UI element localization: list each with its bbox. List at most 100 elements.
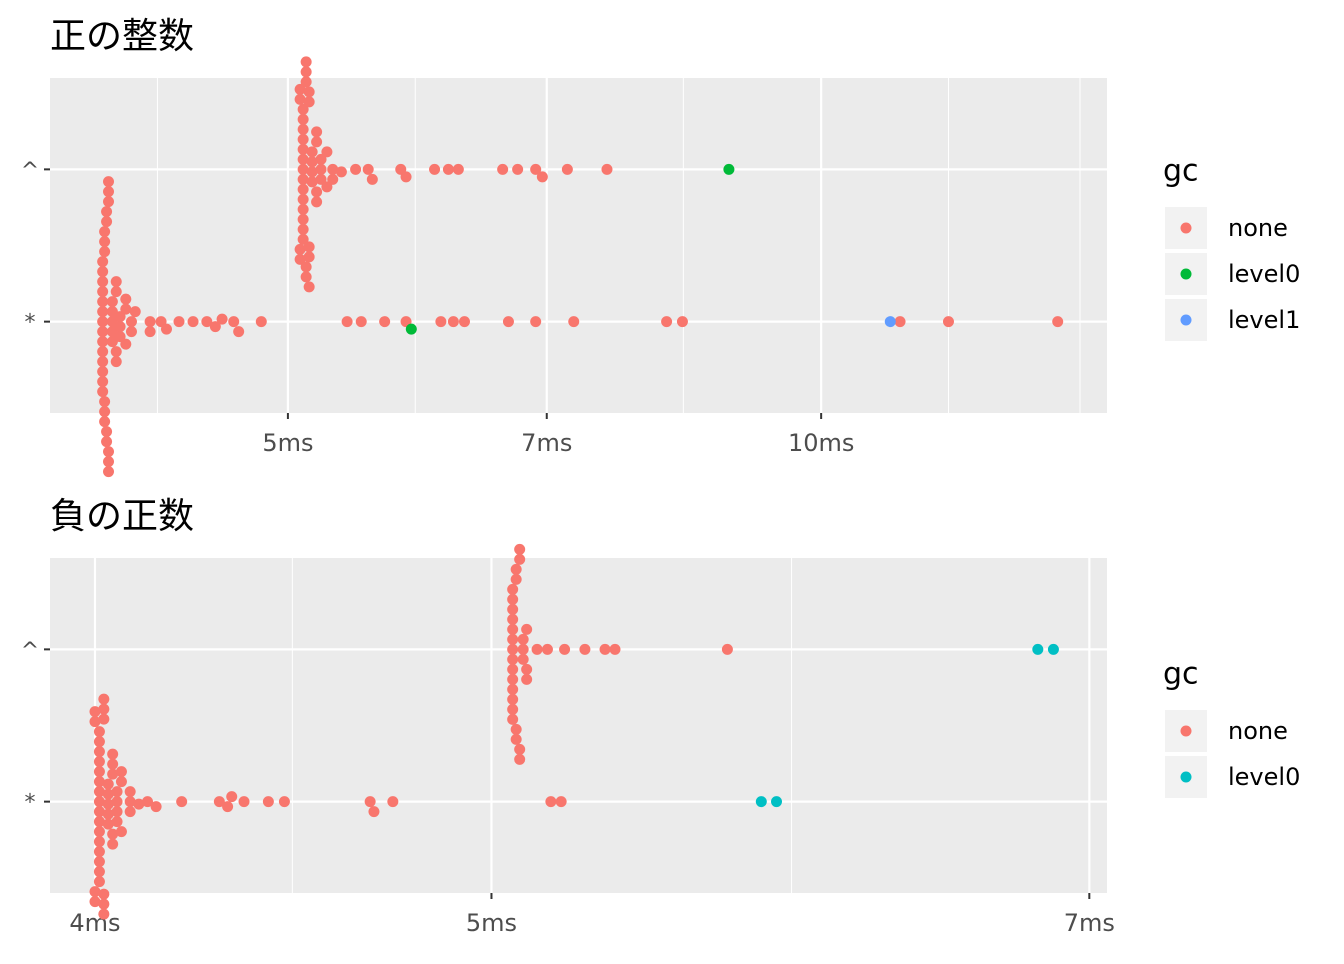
legend-label: none xyxy=(1228,214,1288,242)
data-point xyxy=(321,146,333,158)
data-point xyxy=(297,133,309,145)
y-tick-label: * xyxy=(25,791,36,816)
data-point xyxy=(400,171,412,183)
data-point xyxy=(447,316,459,328)
y-tick-label: ^ xyxy=(21,158,39,183)
data-point xyxy=(278,796,290,808)
data-point xyxy=(341,316,353,328)
data-point xyxy=(107,768,119,780)
data-point xyxy=(111,806,123,818)
data-point xyxy=(93,726,105,738)
data-point xyxy=(315,163,327,175)
data-point xyxy=(452,163,464,175)
data-point xyxy=(561,163,573,175)
data-point xyxy=(517,643,529,655)
data-point xyxy=(306,176,318,188)
data-point xyxy=(1032,643,1044,655)
data-point xyxy=(435,316,447,328)
data-point xyxy=(209,321,221,333)
data-point xyxy=(120,293,132,305)
data-point xyxy=(93,736,105,748)
data-point xyxy=(294,93,306,105)
data-point xyxy=(579,643,591,655)
data-point xyxy=(93,826,105,838)
data-point xyxy=(107,828,119,840)
data-point xyxy=(99,416,111,428)
data-point xyxy=(507,713,519,725)
legend-swatch xyxy=(1180,725,1192,737)
data-point xyxy=(102,818,114,830)
data-point xyxy=(362,163,374,175)
data-point xyxy=(110,276,122,288)
data-point xyxy=(721,643,733,655)
data-point xyxy=(297,113,309,125)
data-point xyxy=(315,153,327,165)
data-point xyxy=(507,613,519,625)
data-point xyxy=(507,633,519,645)
x-tick-label: 4ms xyxy=(69,909,120,937)
data-point xyxy=(101,216,113,228)
legend-label: level1 xyxy=(1228,306,1300,334)
data-point xyxy=(507,643,519,655)
data-point xyxy=(97,306,109,318)
data-point xyxy=(150,801,162,813)
data-point xyxy=(115,776,127,788)
data-point xyxy=(517,633,529,645)
data-point xyxy=(89,896,101,908)
data-point xyxy=(512,163,524,175)
data-point xyxy=(297,223,309,235)
data-point xyxy=(216,313,228,325)
data-point xyxy=(110,286,122,298)
legend-swatch xyxy=(1180,771,1192,783)
data-point xyxy=(531,643,543,655)
data-point xyxy=(120,303,132,315)
data-point xyxy=(93,796,105,808)
data-point xyxy=(755,796,767,808)
data-point xyxy=(300,56,312,68)
data-point xyxy=(133,798,145,810)
data-point xyxy=(99,226,111,238)
data-point xyxy=(507,703,519,715)
data-point xyxy=(93,746,105,758)
data-point xyxy=(97,386,109,398)
data-point xyxy=(942,316,954,328)
data-point xyxy=(514,753,526,765)
data-point xyxy=(297,153,309,165)
data-point xyxy=(97,366,109,378)
data-point xyxy=(297,183,309,195)
data-point xyxy=(98,898,110,910)
data-point xyxy=(405,323,417,335)
data-point xyxy=(160,323,172,335)
data-point xyxy=(97,336,109,348)
data-point xyxy=(89,716,101,728)
data-point xyxy=(97,376,109,388)
data-point xyxy=(101,206,113,218)
legend-swatch xyxy=(1180,314,1192,326)
data-point xyxy=(93,846,105,858)
data-point xyxy=(311,196,323,208)
y-tick-label: ^ xyxy=(21,638,39,663)
data-point xyxy=(98,908,110,920)
data-point xyxy=(99,246,111,258)
data-point xyxy=(89,706,101,718)
data-point xyxy=(93,836,105,848)
data-point xyxy=(114,331,126,343)
data-point xyxy=(111,786,123,798)
data-point xyxy=(111,796,123,808)
data-point xyxy=(521,673,533,685)
data-point xyxy=(124,786,136,798)
plot-background xyxy=(50,78,1107,413)
data-point xyxy=(93,856,105,868)
data-point xyxy=(517,653,529,665)
legend-title: gc xyxy=(1163,154,1199,189)
chart-panel: 正の整数 5ms 7ms 10ms * ^ gc none level0 level1 xyxy=(21,16,1300,478)
data-point xyxy=(111,816,123,828)
data-point xyxy=(124,806,136,818)
data-point xyxy=(115,826,127,838)
data-point xyxy=(514,743,526,755)
data-point xyxy=(303,96,315,108)
data-point xyxy=(93,816,105,828)
data-point xyxy=(103,176,115,188)
data-point xyxy=(297,193,309,205)
